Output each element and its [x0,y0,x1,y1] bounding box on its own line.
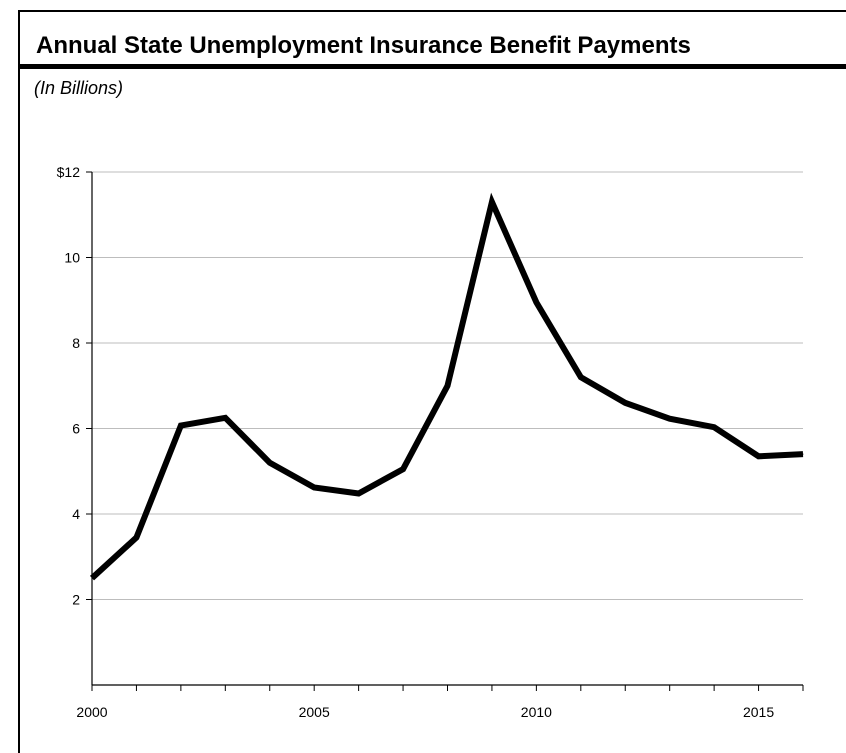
data-point [180,425,182,427]
data-point [224,417,226,419]
chart-title: Annual State Unemployment Insurance Bene… [36,32,691,59]
y-tick-label: 8 [72,335,80,351]
data-point [358,492,360,494]
x-tick-label: 2005 [299,704,330,720]
data-point [313,486,315,488]
y-tick-label: 10 [64,250,80,266]
data-point [269,462,271,464]
x-tick-label: 2010 [521,704,552,720]
y-tick-label: 4 [72,506,80,522]
y-tick-label: $12 [57,164,81,180]
y-axis-ticks: 2 4 6 8 10 $12 [57,164,92,608]
series-line [89,192,804,581]
x-tick-label: 2015 [743,704,774,720]
series-group [89,192,804,581]
data-point [91,577,93,579]
data-point [491,201,493,203]
data-point [802,453,804,455]
data-point [624,402,626,404]
gridlines [92,171,803,600]
y-tick-label: 2 [72,592,80,608]
x-axis-ticks: 2000 2005 2010 2015 [76,685,804,720]
data-point [402,468,404,470]
data-point [135,537,137,539]
data-point [758,455,760,457]
data-point [535,301,537,303]
x-tick-label: 2000 [76,704,107,720]
data-point [713,426,715,428]
y-tick-label: 6 [72,421,80,437]
title-rule [18,64,846,69]
data-point [669,418,671,420]
chart-frame [18,10,846,753]
data-point [447,385,448,387]
chart-subtitle: (In Billions) [34,78,124,98]
data-point [580,376,582,378]
